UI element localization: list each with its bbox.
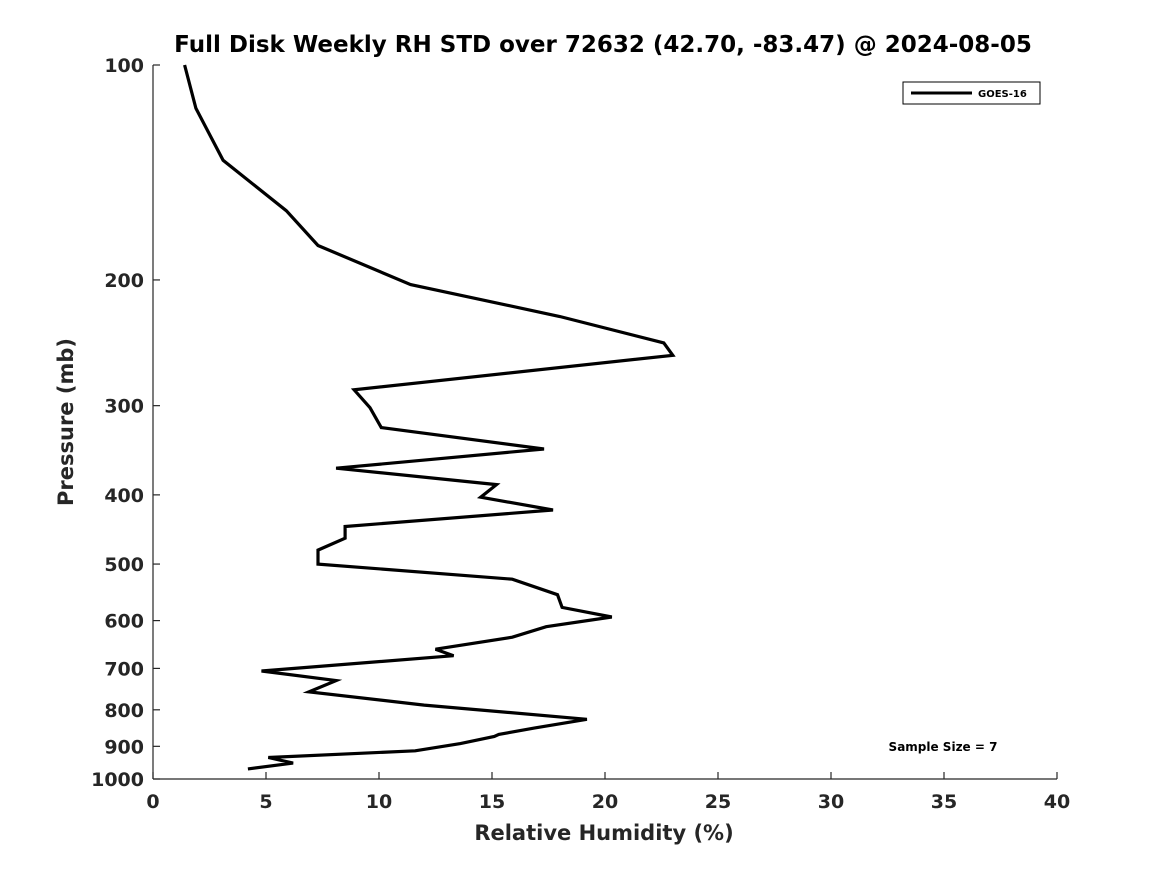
series-line-goes-16 (183, 64, 676, 771)
x-tick-label: 30 (818, 791, 844, 813)
series-layer (183, 64, 676, 771)
y-tick-label: 600 (104, 611, 144, 633)
x-tick-label: 0 (146, 791, 159, 813)
y-tick-label: 1000 (91, 769, 144, 791)
sample-size-annotation: Sample Size = 7 (889, 740, 998, 754)
x-tick-label: 10 (366, 791, 392, 813)
chart-title: Full Disk Weekly RH STD over 72632 (42.7… (174, 32, 1032, 58)
y-ticks: 100 200 300 400 500 600 700 800 900 1000 (91, 55, 160, 791)
x-tick-label: 20 (592, 791, 618, 813)
x-axis-label: Relative Humidity (%) (474, 821, 733, 845)
y-tick-label: 700 (104, 658, 144, 680)
y-tick-label: 800 (104, 700, 144, 722)
y-axis-label: Pressure (mb) (54, 338, 78, 506)
x-tick-label: 5 (259, 791, 272, 813)
x-tick-label: 35 (931, 791, 957, 813)
x-tick-label: 25 (705, 791, 731, 813)
y-tick-label: 400 (104, 485, 144, 507)
y-tick-label: 900 (104, 736, 144, 758)
x-tick-label: 40 (1044, 791, 1070, 813)
y-tick-label: 500 (104, 554, 144, 576)
y-tick-label: 200 (104, 270, 144, 292)
legend: GOES-16 (902, 81, 1041, 105)
y-tick-label: 300 (104, 396, 144, 418)
x-ticks: 0 5 10 15 20 25 30 35 40 (146, 772, 1070, 813)
y-tick-label: 100 (104, 55, 144, 77)
x-tick-label: 15 (479, 791, 505, 813)
legend-label-goes-16: GOES-16 (978, 89, 1027, 100)
